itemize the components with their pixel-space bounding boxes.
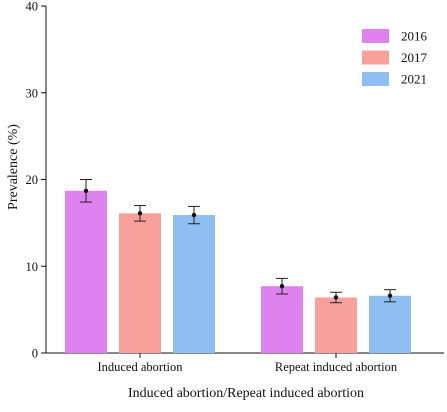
y-tick-label: 40 bbox=[26, 0, 39, 14]
bar-2017-0 bbox=[119, 213, 161, 353]
x-tick-label: Induced abortion bbox=[97, 360, 183, 374]
legend-label: 2017 bbox=[401, 50, 428, 65]
legend-swatch-2016 bbox=[362, 29, 389, 43]
legend-swatch-2017 bbox=[362, 50, 389, 65]
bar-2021-0 bbox=[173, 215, 215, 353]
mean-marker bbox=[279, 284, 285, 289]
category-labels: Induced abortion Repeat induced abortion bbox=[97, 353, 398, 374]
bars bbox=[65, 179, 411, 353]
legend-label: 2016 bbox=[401, 29, 428, 44]
mean-marker bbox=[387, 293, 393, 298]
legend: 2016 2017 2021 bbox=[362, 29, 428, 87]
bar-2016-1 bbox=[261, 286, 303, 353]
y-axis-title: Prevalence (%) bbox=[6, 124, 21, 210]
y-tick-label: 30 bbox=[26, 86, 39, 100]
y-tick-label: 0 bbox=[32, 347, 38, 361]
y-tick-label: 20 bbox=[26, 173, 39, 187]
legend-label: 2021 bbox=[401, 72, 427, 87]
x-axis-title: Induced abortion/Repeat induced abortion bbox=[128, 386, 364, 401]
bar-2017-1 bbox=[315, 297, 357, 353]
mean-marker bbox=[191, 212, 197, 218]
mean-marker bbox=[137, 211, 143, 216]
legend-swatch-2021 bbox=[362, 72, 389, 86]
y-ticks: 0 10 20 30 40 bbox=[26, 0, 46, 361]
y-tick-label: 10 bbox=[26, 260, 39, 274]
bar-2016-0 bbox=[65, 190, 107, 353]
mean-marker bbox=[333, 295, 339, 300]
bar-2021-1 bbox=[369, 295, 411, 353]
mean-marker bbox=[83, 188, 89, 193]
x-tick-label: Repeat induced abortion bbox=[275, 360, 398, 374]
